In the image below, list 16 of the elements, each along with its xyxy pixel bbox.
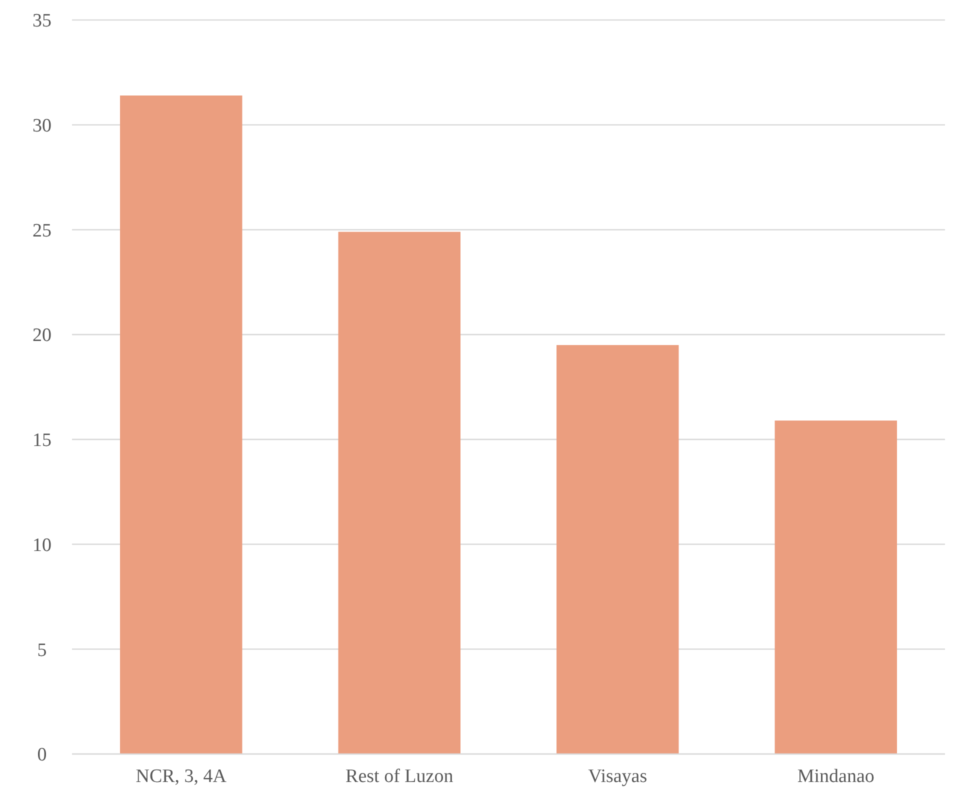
bar [120,95,242,754]
y-tick-label: 0 [37,744,47,766]
y-tick-label: 35 [32,10,52,32]
bar [556,345,679,754]
y-tick-label: 30 [32,116,52,137]
x-tick-label: NCR, 3, 4A [136,766,227,787]
y-tick-label: 10 [32,534,52,556]
y-tick-label: 25 [32,220,52,242]
y-tick-label: 20 [32,325,52,346]
x-tick-label: Visayas [588,766,648,787]
bar [338,232,460,754]
y-tick-label: 5 [37,640,47,661]
x-tick-label: Rest of Luzon [346,766,454,787]
bar [774,420,897,754]
x-tick-label: Mindanao [797,766,874,787]
y-tick-label: 15 [32,430,52,452]
